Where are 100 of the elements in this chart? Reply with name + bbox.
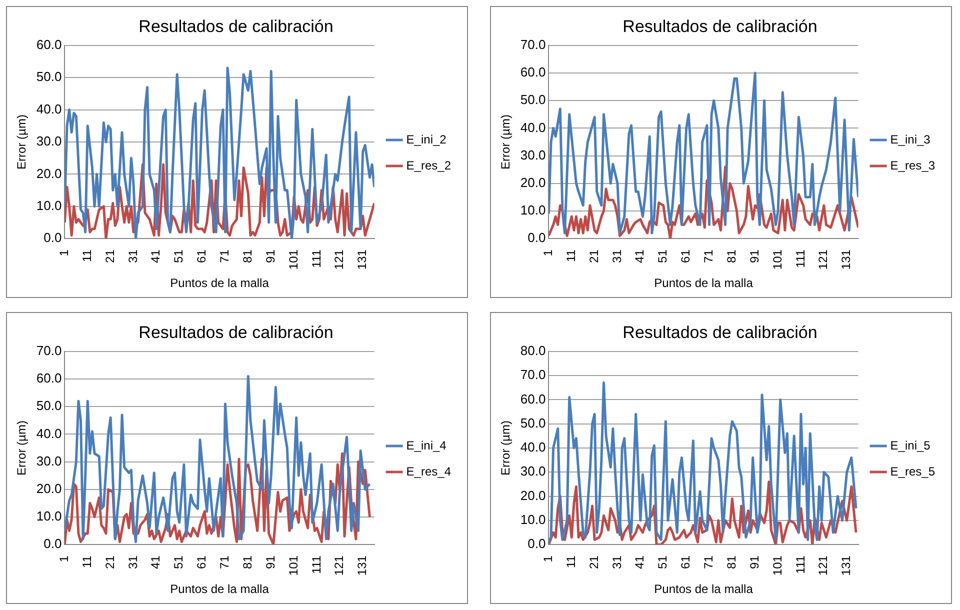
- y-tick-label: 20.0: [520, 488, 546, 503]
- x-tick-label: 111: [309, 555, 324, 574]
- x-tick-label: 121: [816, 249, 830, 270]
- x-tick-label: 21: [102, 555, 117, 569]
- x-tick-label: 61: [194, 555, 209, 569]
- y-tick-label: 0.0: [44, 536, 62, 552]
- x-tick-label: 131: [839, 249, 854, 270]
- x-tick-label: 71: [218, 249, 232, 263]
- y-axis-title: Error (µm): [14, 420, 29, 476]
- y-tick-label: 20.0: [36, 480, 62, 496]
- y-tick-label: 10.0: [520, 202, 546, 218]
- x-tick-label: 31: [610, 555, 624, 569]
- y-tick-label: 60.0: [520, 391, 546, 406]
- y-tick-label: 40.0: [36, 101, 62, 116]
- chart-title: Resultados de calibración: [622, 322, 818, 342]
- x-tick-label: 91: [747, 555, 762, 569]
- x-tick-label: 81: [724, 249, 738, 263]
- y-tick-label: 70.0: [520, 367, 546, 382]
- x-tick-label: 41: [148, 249, 163, 263]
- x-tick-label: 21: [586, 249, 601, 263]
- x-tick-label: 61: [678, 555, 693, 569]
- x-tick-label: 21: [102, 249, 117, 263]
- y-tick-label: 0.0: [44, 230, 62, 246]
- x-tick-label: 111: [793, 555, 808, 574]
- y-tick-label: 10.0: [520, 512, 546, 528]
- x-tick-label: 131: [355, 555, 370, 576]
- x-axis-title: Puntos de la malla: [170, 582, 270, 596]
- x-tick-label: 81: [724, 555, 738, 569]
- legend-label: E_ini_5: [890, 438, 931, 452]
- x-tick-label: 71: [702, 555, 716, 569]
- x-tick-label: 131: [839, 555, 854, 576]
- y-tick-label: 50.0: [520, 92, 546, 108]
- x-tick-label: 111: [793, 249, 808, 268]
- x-tick-label: 41: [632, 249, 647, 263]
- x-tick-label: 121: [816, 555, 830, 576]
- x-axis-title: Puntos de la malla: [654, 582, 754, 596]
- x-tick-label: 91: [263, 249, 278, 263]
- y-tick-label: 30.0: [520, 464, 546, 479]
- legend-label: E_res_4: [406, 464, 452, 478]
- x-tick-label: 121: [332, 555, 346, 576]
- y-tick-label: 0.0: [528, 536, 546, 552]
- x-tick-label: 1: [541, 555, 556, 562]
- chart-title: Resultados de calibración: [138, 16, 334, 36]
- y-tick-label: 70.0: [36, 342, 62, 358]
- x-tick-label: 81: [240, 555, 254, 569]
- x-tick-label: 81: [240, 249, 254, 263]
- x-tick-label: 101: [770, 555, 784, 576]
- x-tick-label: 51: [656, 249, 670, 263]
- y-tick-label: 10.0: [36, 508, 62, 524]
- x-tick-label: 31: [126, 555, 140, 569]
- y-tick-label: 70.0: [520, 36, 546, 52]
- x-tick-label: 101: [286, 555, 300, 576]
- y-tick-label: 20.0: [36, 166, 62, 181]
- legend-label: E_res_5: [890, 464, 936, 478]
- x-tick-label: 1: [57, 249, 72, 256]
- x-tick-label: 41: [148, 555, 163, 569]
- x-axis-title: Puntos de la malla: [654, 276, 754, 290]
- x-tick-label: 121: [332, 249, 346, 270]
- x-tick-label: 71: [702, 249, 716, 263]
- legend-label: E_res_3: [890, 158, 936, 172]
- y-axis-title: Error (µm): [14, 114, 29, 170]
- x-tick-label: 41: [632, 555, 647, 569]
- y-tick-label: 20.0: [520, 174, 546, 190]
- x-axis-title: Puntos de la malla: [170, 276, 270, 290]
- legend-label: E_res_2: [406, 158, 452, 172]
- x-tick-label: 61: [678, 249, 693, 263]
- x-tick-label: 101: [286, 249, 300, 270]
- x-tick-label: 1: [57, 555, 72, 562]
- x-tick-label: 11: [80, 249, 94, 262]
- x-tick-label: 11: [80, 555, 94, 568]
- x-tick-label: 101: [770, 249, 784, 270]
- legend-label: E_ini_2: [406, 132, 447, 146]
- x-tick-label: 51: [656, 555, 670, 569]
- x-tick-label: 91: [263, 555, 278, 569]
- y-tick-label: 60.0: [520, 64, 546, 80]
- x-tick-label: 31: [126, 249, 140, 263]
- y-tick-label: 60.0: [36, 36, 62, 52]
- x-tick-label: 91: [747, 249, 762, 263]
- y-tick-label: 30.0: [36, 453, 62, 468]
- y-tick-label: 30.0: [36, 134, 62, 149]
- legend-label: E_ini_3: [890, 132, 931, 146]
- y-tick-label: 50.0: [36, 69, 62, 84]
- x-tick-label: 21: [586, 555, 601, 569]
- chart-title: Resultados de calibración: [138, 322, 334, 342]
- y-tick-label: 40.0: [36, 426, 62, 441]
- y-tick-label: 60.0: [36, 370, 62, 386]
- x-tick-label: 111: [309, 249, 324, 268]
- y-tick-label: 80.0: [520, 342, 546, 358]
- legend-label: E_ini_4: [406, 438, 447, 452]
- x-tick-label: 11: [564, 555, 578, 568]
- y-tick-label: 50.0: [36, 398, 62, 414]
- x-tick-label: 1: [541, 249, 556, 256]
- x-tick-label: 51: [172, 249, 186, 263]
- y-tick-label: 10.0: [36, 198, 62, 213]
- y-tick-label: 0.0: [528, 230, 546, 246]
- y-axis-title: Error (µm): [498, 420, 513, 476]
- chart-title: Resultados de calibración: [622, 16, 818, 36]
- x-tick-label: 71: [218, 555, 232, 569]
- y-tick-label: 40.0: [520, 440, 546, 455]
- y-tick-label: 40.0: [520, 120, 546, 135]
